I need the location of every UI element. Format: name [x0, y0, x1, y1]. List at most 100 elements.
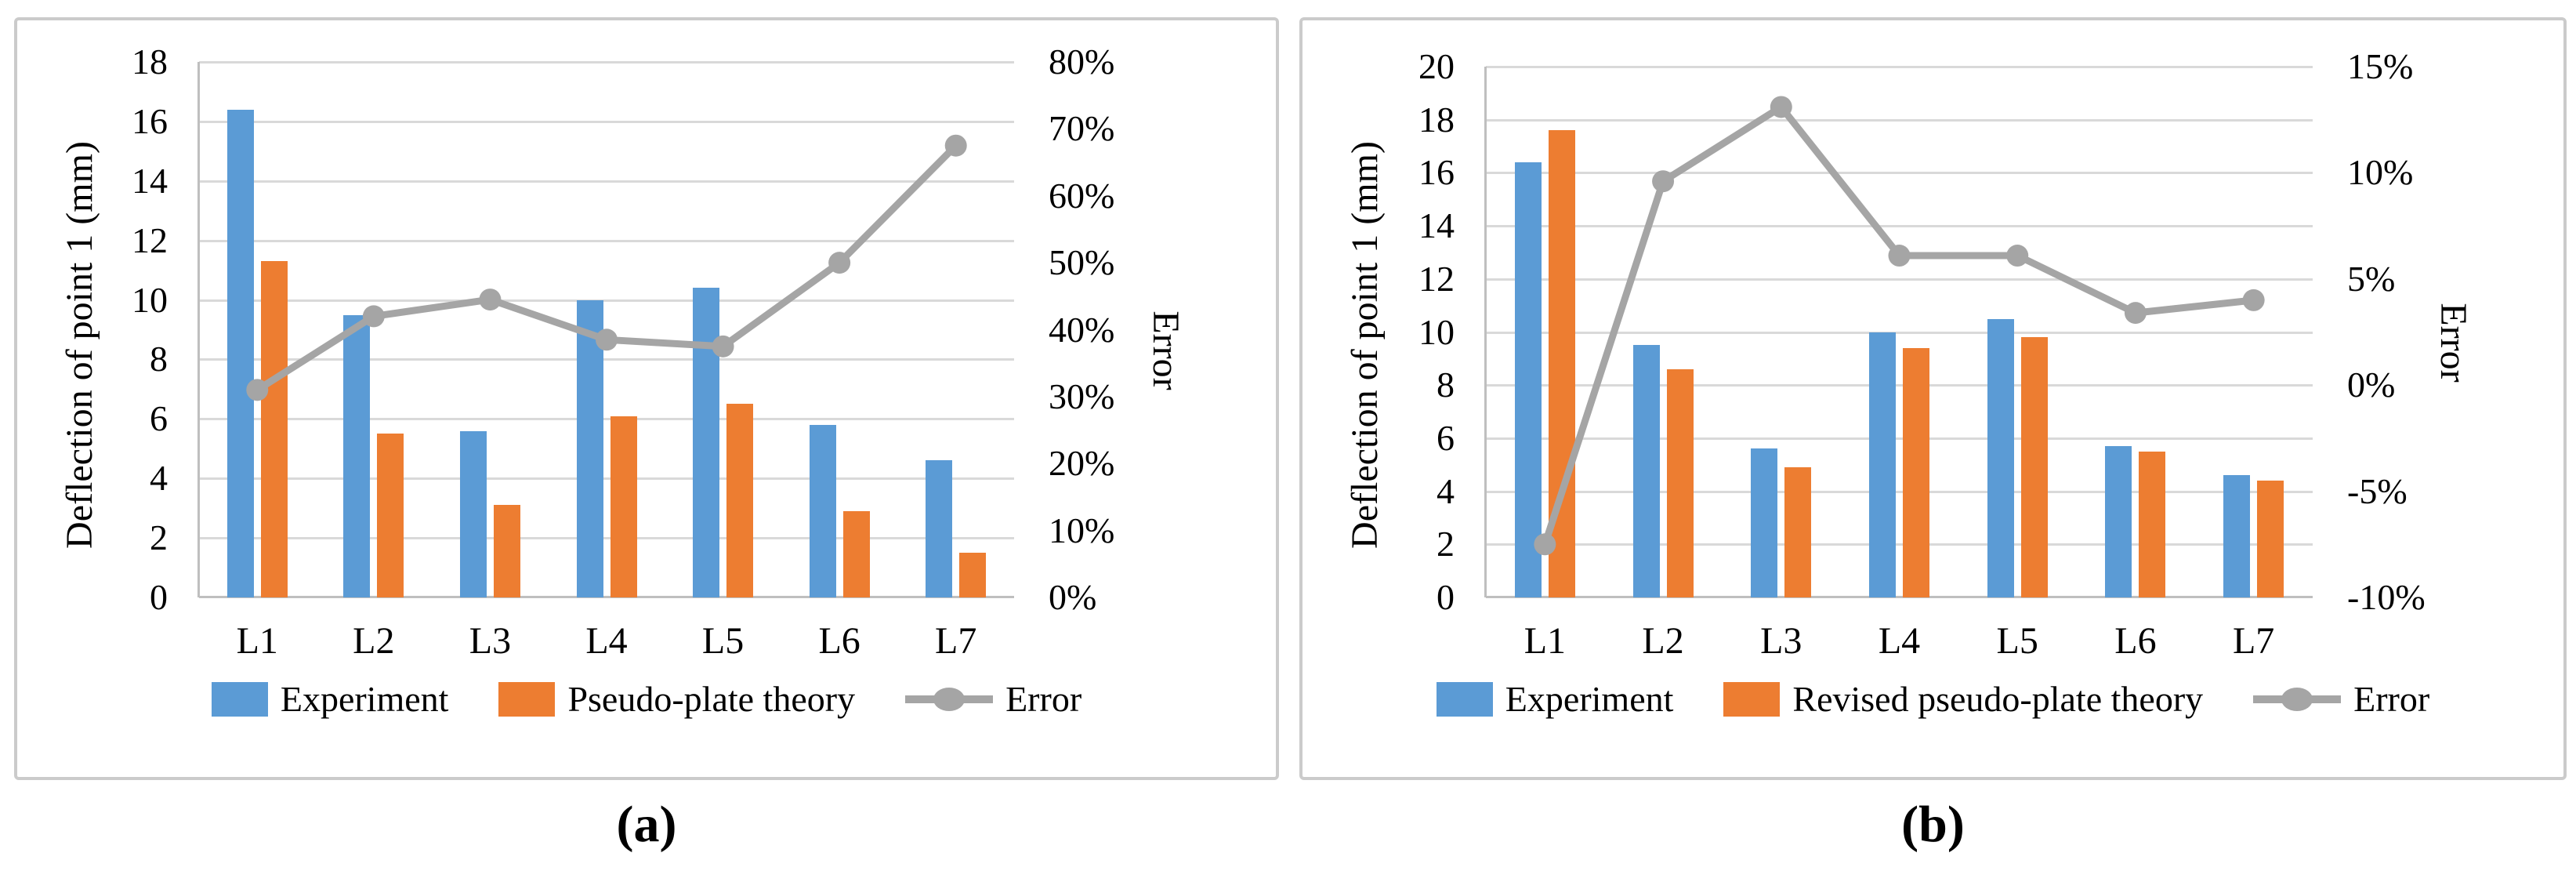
legend: Experiment Pseudo-plate theory Error — [17, 679, 1276, 720]
gridline — [199, 477, 1014, 481]
x-tick-label-l5: L5 — [1996, 620, 2038, 662]
bar-pseudo-plate-theory-l7 — [959, 553, 987, 597]
y-left-tick-label: 12 — [1418, 258, 1455, 299]
legend-label: Experiment — [1505, 679, 1674, 719]
y-right-tick-label: 20% — [1049, 443, 1115, 484]
caption-a: (a) — [616, 796, 677, 853]
x-axis-line — [199, 596, 1014, 598]
gridline — [1486, 490, 2313, 493]
legend-marker-dot — [933, 688, 966, 711]
legend-swatch-icon — [1723, 682, 1781, 717]
bar-experiment-l4 — [576, 299, 603, 597]
gridline — [199, 239, 1014, 242]
bar-pseudo-plate-theory-l2 — [377, 434, 404, 597]
gridline — [1486, 384, 2313, 387]
y-left-tick-label: 18 — [1418, 99, 1455, 140]
x-tick-label-l4: L4 — [585, 620, 628, 662]
legend-label: Error — [1005, 679, 1082, 719]
y-left-tick-label: 4 — [1437, 470, 1455, 511]
y-left-tick-label: 0 — [1437, 577, 1455, 617]
error-marker-l3 — [479, 289, 502, 311]
error-marker-l2 — [362, 305, 385, 328]
y-right-tick-label: -5% — [2347, 470, 2408, 511]
bar-experiment-l2 — [343, 314, 371, 597]
y-right-tick-label: 30% — [1049, 376, 1115, 416]
x-tick-label-l1: L1 — [236, 620, 278, 662]
error-marker-l6 — [828, 252, 851, 274]
x-tick-label-l7: L7 — [935, 620, 977, 662]
x-tick-label-l7: L7 — [2232, 620, 2275, 662]
y-right-tick-label: 80% — [1049, 42, 1115, 82]
gridline — [1486, 118, 2313, 122]
bar-pseudo-plate-theory-l3 — [493, 505, 520, 597]
legend-label: Revised pseudo-plate theory — [1792, 679, 2204, 719]
y-left-tick-label: 6 — [150, 398, 168, 439]
legend-item-revised-pseudo-plate-theory: Revised pseudo-plate theory — [1723, 679, 2203, 720]
right-axis-title: Error — [1145, 310, 1187, 390]
y-right-tick-label: 60% — [1049, 175, 1115, 216]
bar-experiment-l2 — [1632, 345, 1660, 597]
error-line-layer — [1534, 96, 2265, 556]
plot-area — [1484, 66, 2313, 598]
gridline — [1486, 331, 2313, 334]
bar-revised-pseudo-plate-theory-l3 — [1784, 467, 1812, 597]
x-tick-label-l6: L6 — [2114, 620, 2157, 662]
error-line — [253, 142, 960, 394]
y-left-tick-label: 14 — [132, 160, 168, 201]
legend-swatch-icon — [1436, 682, 1493, 717]
gridline — [1486, 172, 2313, 175]
gridline — [1486, 225, 2313, 228]
plot-area — [197, 61, 1014, 598]
error-marker-l7 — [944, 134, 967, 157]
bar-revised-pseudo-plate-theory-l5 — [2020, 337, 2048, 597]
x-tick-label-l6: L6 — [818, 620, 860, 662]
error-line-layer — [246, 134, 967, 401]
y-right-tick-label: 50% — [1049, 242, 1115, 283]
gridline — [199, 358, 1014, 361]
bar-experiment-l3 — [459, 430, 487, 597]
error-marker-l4 — [1888, 245, 1911, 267]
y-right-tick-label: 40% — [1049, 309, 1115, 350]
y-left-tick-label: 10 — [1418, 311, 1455, 352]
gridline — [199, 418, 1014, 421]
y-axis-line — [1484, 67, 1487, 597]
y-left-tick-label: 10 — [132, 279, 168, 320]
error-marker-l5 — [712, 335, 734, 358]
x-tick-label-l3: L3 — [469, 620, 512, 662]
right-axis-title: Error — [2433, 303, 2474, 383]
y-right-tick-label: 10% — [1049, 510, 1115, 550]
legend-item-experiment: Experiment — [1436, 679, 1674, 720]
error-line — [1541, 103, 2258, 548]
y-right-tick-label: 0% — [1049, 577, 1097, 617]
gridline — [1486, 66, 2313, 68]
y-left-tick-label: 16 — [132, 100, 168, 141]
y-axis-line — [197, 62, 200, 597]
y-right-tick-label: 15% — [2347, 46, 2414, 86]
y-left-tick-label: 2 — [150, 517, 168, 558]
bar-pseudo-plate-theory-l5 — [726, 404, 754, 597]
gridline — [1486, 278, 2313, 281]
bar-pseudo-plate-theory-l4 — [610, 416, 637, 597]
gridline — [199, 61, 1014, 64]
y-right-tick-label: 70% — [1049, 108, 1115, 149]
x-tick-label-l5: L5 — [701, 620, 745, 662]
y-left-tick-label: 20 — [1418, 46, 1455, 86]
error-marker-l1 — [1534, 533, 1556, 556]
legend-marker-dot — [2281, 688, 2313, 711]
bar-revised-pseudo-plate-theory-l6 — [2139, 451, 2166, 597]
legend-item-pseudo-plate-theory: Pseudo-plate theory — [498, 679, 855, 720]
y-left-tick-label: 8 — [150, 339, 168, 379]
y-right-tick-label: 5% — [2347, 258, 2396, 299]
y-left-tick-label: 16 — [1418, 152, 1455, 193]
y-left-tick-label: 12 — [132, 220, 168, 260]
bar-experiment-l5 — [1987, 318, 2014, 597]
bar-experiment-l6 — [2105, 446, 2132, 597]
x-tick-label-l3: L3 — [1760, 620, 1802, 662]
bar-experiment-l7 — [2223, 475, 2251, 597]
y-left-tick-label: 8 — [1437, 365, 1455, 405]
legend-label: Pseudo-plate theory — [567, 679, 856, 719]
y-right-tick-label: -10% — [2347, 577, 2426, 617]
error-marker-l7 — [2242, 289, 2265, 311]
y-right-tick-label: 10% — [2347, 152, 2414, 193]
